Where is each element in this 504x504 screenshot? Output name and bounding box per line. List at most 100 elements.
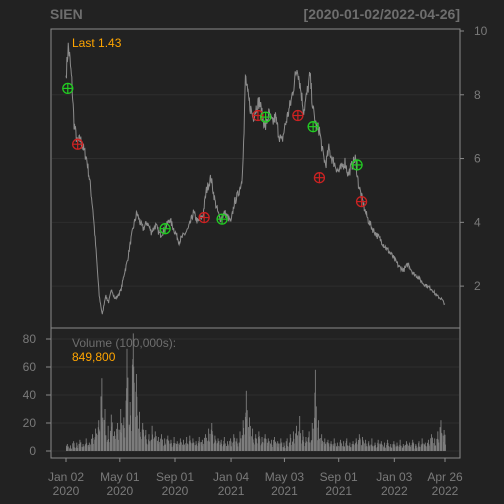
volume-bar <box>392 444 394 451</box>
volume-bar <box>107 425 109 451</box>
volume-bar <box>397 445 399 451</box>
x-tick-label: May 01 <box>100 470 140 484</box>
volume-bar <box>74 447 75 451</box>
volume-bar <box>388 445 389 451</box>
volume-bar <box>402 444 404 451</box>
volume-bar <box>198 437 200 451</box>
volume-bar <box>344 446 345 451</box>
volume-bar <box>422 443 424 451</box>
volume-bar <box>104 409 106 451</box>
volume-bar <box>67 446 69 451</box>
volume-bar <box>287 446 289 451</box>
volume-bar <box>126 348 128 451</box>
date-range: [2020-01-02/2022-04-26] <box>304 6 460 22</box>
sell-signal-marker <box>292 109 304 122</box>
volume-bar <box>177 443 179 451</box>
volume-bar <box>394 444 396 451</box>
volume-bar <box>322 440 324 451</box>
price-tick-label: 4 <box>474 215 481 229</box>
volume-bar <box>66 447 68 451</box>
volume-bar <box>312 428 314 451</box>
volume-bar <box>88 442 90 451</box>
volume-bar <box>377 439 379 451</box>
volume-bar <box>249 425 251 451</box>
volume-bar <box>75 447 77 451</box>
volume-bar <box>171 447 173 451</box>
volume-bar <box>72 443 74 451</box>
volume-bar <box>299 416 301 451</box>
volume-bar <box>389 446 391 451</box>
volume-bar <box>187 443 188 451</box>
volume-bar <box>190 442 192 451</box>
volume-tick-label: 0 <box>29 444 36 458</box>
sell-signal-marker <box>313 172 326 184</box>
volume-last-value: 849,800 <box>72 350 116 364</box>
x-tick-year: 2020 <box>106 484 133 498</box>
volume-bar <box>362 437 363 451</box>
volume-bar <box>246 410 248 451</box>
volume-bar <box>346 445 348 451</box>
volume-bar <box>233 434 235 451</box>
volume-bar <box>111 422 113 451</box>
volume-bar <box>368 441 370 451</box>
volume-bar <box>378 443 380 451</box>
volume-bar <box>192 442 194 451</box>
volume-bar <box>325 444 327 451</box>
volume-bar <box>130 431 132 451</box>
volume-bar <box>140 436 141 451</box>
volume-bar <box>356 444 358 451</box>
volume-bar <box>73 443 75 451</box>
volume-bar <box>296 425 297 451</box>
volume-bar <box>113 436 114 451</box>
buy-signal-marker <box>216 213 228 225</box>
buy-signal-marker <box>62 82 74 95</box>
volume-bar <box>364 446 366 451</box>
volume-bar <box>270 443 271 451</box>
volume-bar <box>431 437 433 451</box>
volume-bar <box>318 420 319 451</box>
volume-bar <box>176 441 178 451</box>
price-tick-label: 2 <box>474 279 481 293</box>
volume-bar <box>334 443 336 451</box>
volume-bar <box>362 441 364 451</box>
volume-bar <box>84 444 86 451</box>
volume-bar <box>413 443 415 451</box>
volume-bar <box>208 428 210 451</box>
x-tick-year: 2021 <box>325 484 352 498</box>
volume-bar <box>283 447 284 451</box>
volume-bar <box>96 433 97 451</box>
volume-bar <box>271 446 273 451</box>
volume-bar <box>234 437 236 451</box>
volume-bar <box>440 432 442 451</box>
volume-bar <box>121 423 123 451</box>
volume-bar <box>235 441 237 451</box>
x-tick-label: May 03 <box>265 470 305 484</box>
volume-bar <box>221 446 223 451</box>
volume-bar <box>333 438 335 451</box>
volume-bar <box>375 444 376 451</box>
volume-bar <box>403 445 405 451</box>
volume-bar <box>223 440 225 451</box>
volume-bar <box>218 441 220 451</box>
x-tick-label: Jan 04 <box>213 470 249 484</box>
volume-bar <box>369 445 371 451</box>
volume-bar <box>183 445 185 451</box>
signal-markers <box>62 82 368 235</box>
volume-bar <box>168 440 170 451</box>
volume-bar <box>195 441 197 451</box>
volume-bar <box>99 431 101 451</box>
volume-bar <box>405 444 407 451</box>
volume-bar <box>410 446 411 451</box>
volume-bar <box>155 436 157 451</box>
volume-bar <box>277 441 279 451</box>
volume-bar <box>229 440 231 451</box>
volume-bar <box>418 443 419 451</box>
volume-bar <box>375 447 377 451</box>
chart-title: SIEN <box>50 6 83 22</box>
volume-bar <box>374 442 376 451</box>
volume-bar <box>298 431 300 451</box>
volume-bar <box>237 446 239 451</box>
volume-bar <box>416 448 418 451</box>
volume-bar <box>257 443 259 451</box>
